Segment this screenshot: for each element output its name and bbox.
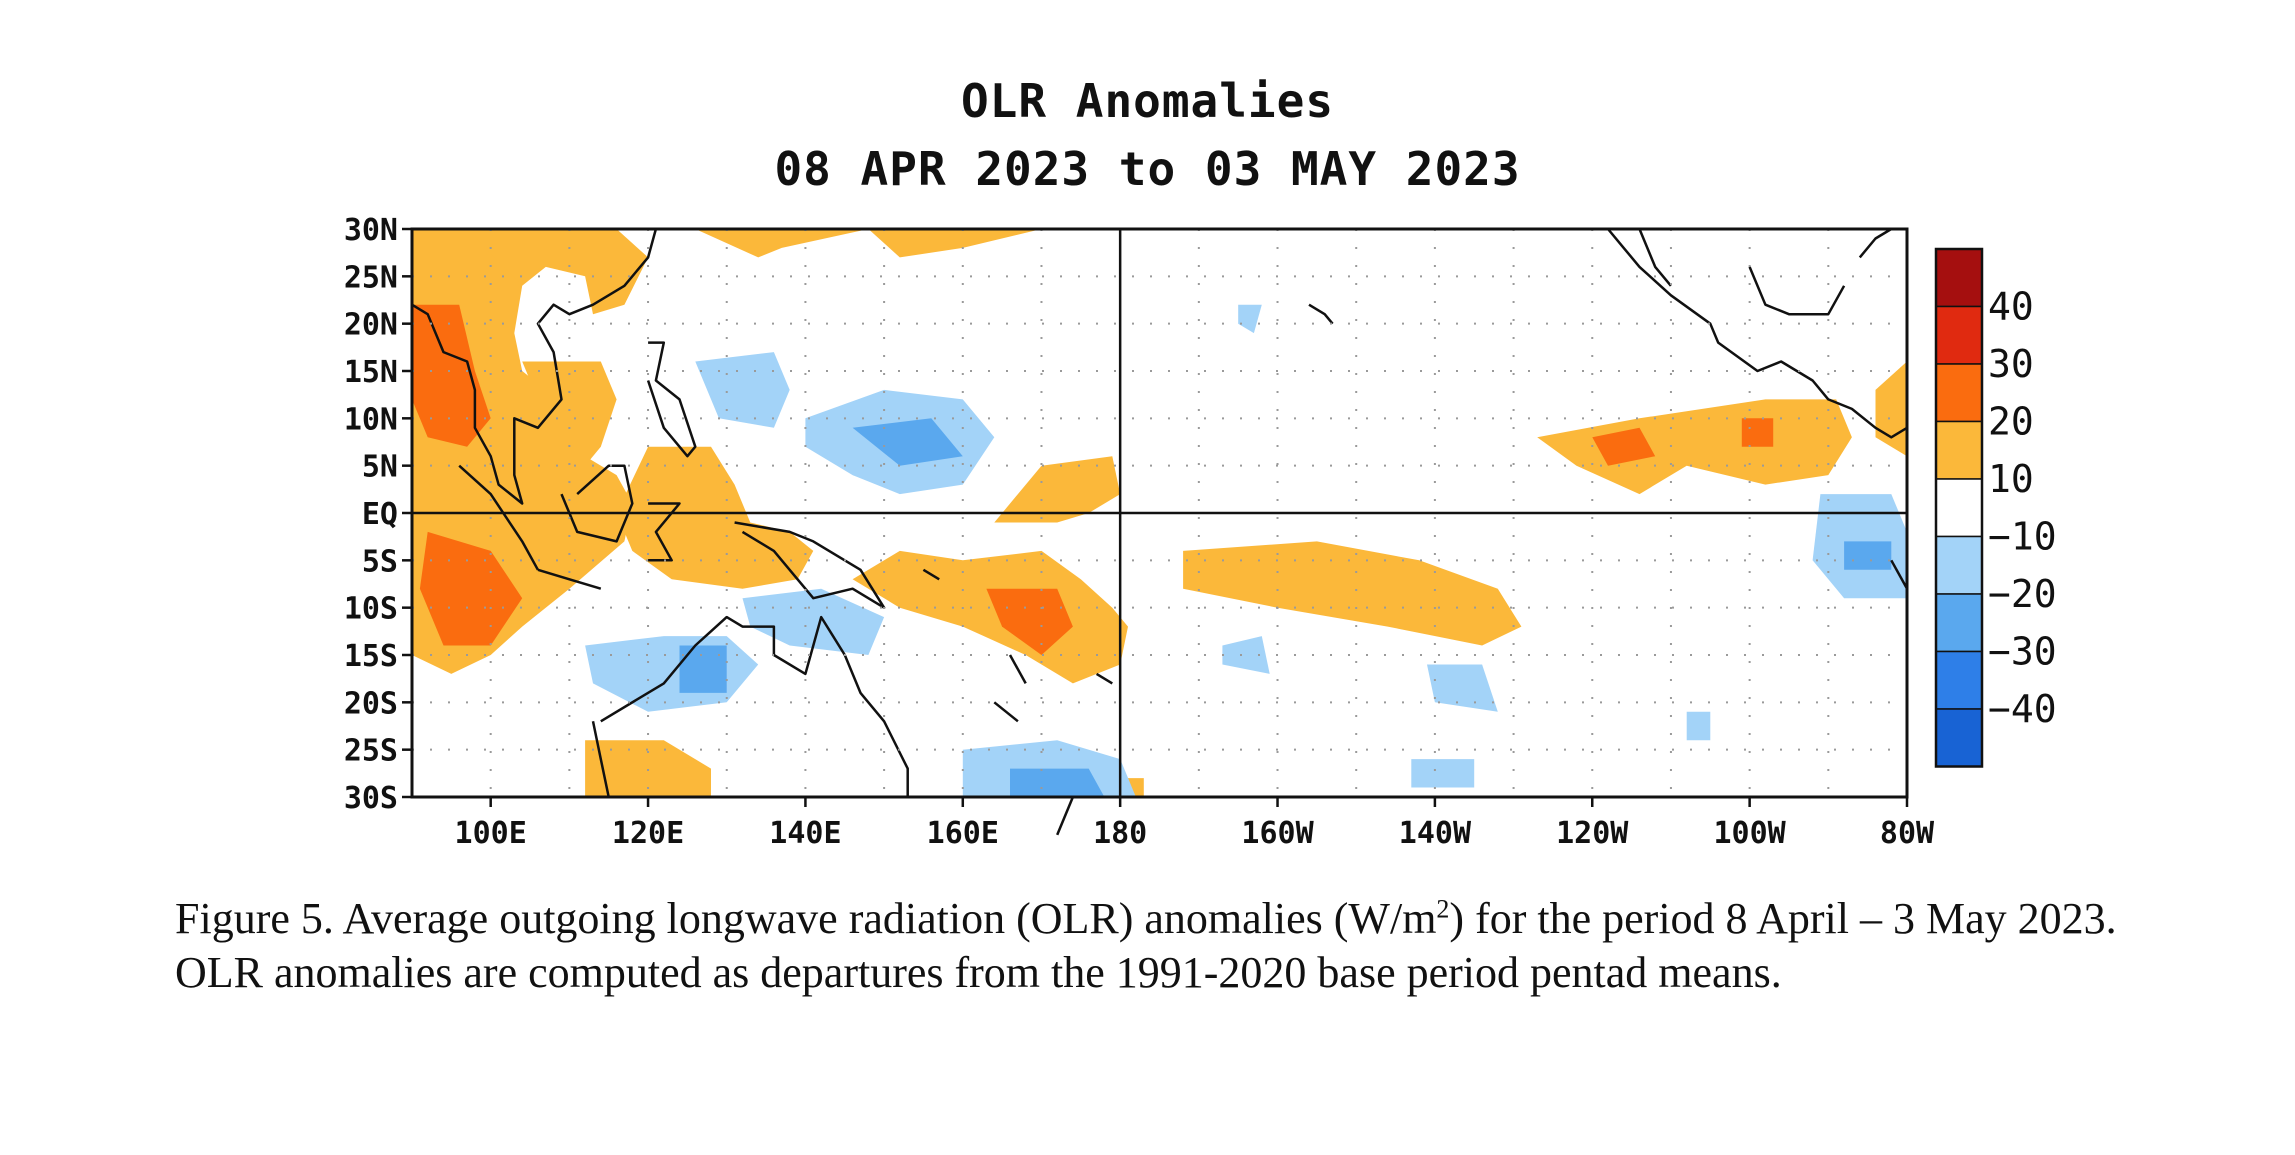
latitude-labels: 30N 25N 20N 15N 10N 5N EQ 5S 10S 15S 20S 25S 30S	[344, 213, 412, 816]
anomaly-pos-solomon	[852, 550, 1128, 684]
lon-label: 180	[1093, 816, 1147, 851]
colorbar-border	[1934, 247, 1984, 768]
anomaly-neg-east-pac	[1686, 711, 1711, 741]
colorbar-swatch	[1935, 420, 1983, 480]
anomaly-pos-central-pac	[1183, 541, 1522, 646]
colorbar-swatch	[1935, 535, 1983, 595]
lat-label: 15N	[344, 355, 398, 390]
colorbar-label: 30	[1988, 342, 2034, 386]
anomaly-neg-central-1	[1222, 636, 1270, 674]
lon-label: 120E	[612, 816, 684, 851]
colorbar-label: 40	[1988, 285, 2034, 329]
colorbar-swatch	[1935, 478, 1983, 538]
figure-caption: Figure 5. Average outgoing longwave radi…	[175, 892, 2155, 1000]
anomaly-pos-bay-of-bengal	[412, 304, 491, 447]
lat-label: 10N	[344, 402, 398, 437]
colorbar-label: −40	[1988, 687, 2057, 731]
anomaly-neg-tasman-core	[1010, 768, 1105, 797]
coastline-java	[537, 568, 602, 590]
coastlines	[411, 227, 1909, 836]
coastline-asia	[411, 228, 658, 505]
anomaly-neg-central-3	[1411, 759, 1475, 788]
anomaly-pos-west-australia	[585, 740, 711, 797]
anomaly-neg-arafura	[742, 588, 885, 655]
colorbar-swatch	[1935, 708, 1983, 768]
coastline-gulf	[1748, 266, 1846, 316]
map-gridlines	[412, 229, 1907, 797]
coastline-baja	[1638, 228, 1672, 287]
coastline-vanuatu	[1008, 654, 1027, 685]
anomaly-pos-scs	[522, 361, 617, 466]
lat-label: 5N	[362, 450, 398, 485]
anomaly-pos-itcz-core-2	[1741, 418, 1774, 447]
lat-label: EQ	[362, 497, 398, 532]
coastline-sumatra	[458, 464, 539, 571]
anomaly-pos-north-pac	[695, 229, 869, 258]
caption-superscript: 2	[1436, 894, 1450, 924]
coastline-hawaii	[1308, 303, 1334, 325]
colorbar-swatch	[1935, 363, 1983, 423]
lon-label: 160E	[927, 816, 999, 851]
anomaly-neg-eq-east-pac-core	[1844, 541, 1892, 570]
lon-label: 160W	[1241, 816, 1314, 851]
lat-label: 15S	[344, 639, 398, 674]
lat-label: 20S	[344, 686, 398, 721]
lat-label: 30N	[344, 213, 398, 248]
lon-label: 100W	[1714, 816, 1787, 851]
lat-label: 20N	[344, 308, 398, 343]
caption-text-1: Figure 5. Average outgoing longwave radi…	[175, 894, 1437, 943]
lat-label: 25S	[344, 734, 398, 769]
anomaly-neg-central-2	[1427, 664, 1498, 712]
map-subtitle: 08 APR 2023 to 03 MAY 2023	[774, 142, 1521, 196]
lat-label: 25N	[344, 260, 398, 295]
coastline-solomon	[922, 568, 940, 581]
colorbar: 40 30 20 10 −10 −20 −30 −40	[1934, 247, 2057, 768]
anomaly-pos-solomon-core	[986, 588, 1073, 655]
longitude-labels: 100E 120E 140E 160E 180 160W 140W 120W 100W 80W	[455, 797, 1935, 851]
anomaly-neg-nw-australia-core	[679, 645, 727, 693]
anomaly-pos-dateline-eq	[994, 456, 1121, 523]
anomaly-pos-maritime	[616, 446, 814, 589]
coastline-borneo	[560, 464, 634, 543]
colorbar-label: −10	[1988, 515, 2057, 559]
coastline-wa	[591, 721, 610, 798]
anomaly-pos-north-pac-2	[868, 229, 1042, 258]
lat-label: 10S	[344, 592, 398, 627]
anomaly-pos-south-china	[467, 229, 649, 315]
lon-label: 140E	[769, 816, 841, 851]
colorbar-label: −20	[1988, 572, 2057, 616]
coastline-sulawesi	[648, 502, 681, 562]
anomaly-pos-east-indian	[419, 531, 523, 646]
coastline-philippines	[646, 341, 697, 458]
coastline-nz	[1056, 796, 1075, 836]
anomaly-pos-itcz	[1537, 399, 1852, 495]
lat-label: 30S	[344, 781, 398, 816]
lon-label: 140W	[1399, 816, 1472, 851]
lon-label: 100E	[455, 816, 527, 851]
coastline-fiji	[1095, 672, 1113, 685]
colorbar-swatch	[1935, 305, 1983, 365]
colorbar-label: 10	[1988, 457, 2034, 501]
colorbar-swatch	[1935, 593, 1983, 653]
coastline-north-australia	[600, 615, 909, 797]
colorbar-label: 20	[1988, 400, 2034, 444]
coastline-central-america	[1607, 228, 1908, 439]
coastline-south-america	[1890, 559, 1909, 590]
colorbar-swatch	[1935, 248, 1983, 308]
lon-label: 80W	[1880, 816, 1935, 851]
colorbar-swatch	[1935, 650, 1983, 710]
anomaly-neg-west-pac-core	[852, 418, 963, 466]
colorbar-label: −30	[1988, 630, 2057, 674]
coastline-new-caledonia	[993, 701, 1019, 723]
coastline-florida	[1858, 227, 1892, 259]
anomaly-neg-hawaii	[1238, 304, 1262, 334]
lat-label: 5S	[362, 544, 398, 579]
map-title: OLR Anomalies	[960, 74, 1335, 128]
lon-label: 120W	[1556, 816, 1629, 851]
caption-text-2: ) for the period 8 April – 3 May 2023. O…	[175, 894, 2117, 997]
anomaly-pos-itcz-core	[1592, 427, 1656, 466]
